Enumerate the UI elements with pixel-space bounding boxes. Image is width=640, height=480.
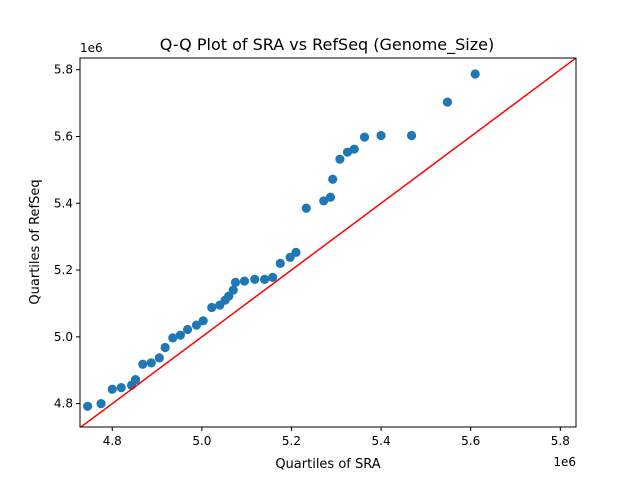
scatter-point-0 [83,401,93,411]
y-tick-label: 5.4 [54,196,73,210]
x-axis-ticks: 4.8 5.0 5.2 5.4 5.6 5.8 [103,427,570,448]
scatter-point-13 [191,320,202,330]
scatter-point-29 [319,196,329,206]
y-axis-offset-label: 1e6 [80,41,103,55]
x-tick-label: 4.8 [103,434,122,448]
x-tick-label: 5.4 [372,434,391,448]
scatter-point-32 [335,154,345,164]
scatter-point-5 [130,374,141,385]
scatter-point-15 [207,302,217,313]
scatter-point-24 [268,272,278,282]
scatter-point-22 [250,274,260,284]
x-axis-label: Quartiles of SRA [275,457,380,472]
y-tick-label: 4.8 [54,397,73,411]
y-tick-label: 5.8 [54,63,73,77]
plot-frame [79,57,577,428]
scatter-point-23 [259,274,270,284]
scatter-point-36 [376,130,386,141]
scatter-point-10 [168,333,178,343]
scatter-point-19 [228,285,238,295]
scatter-point-28 [301,203,311,213]
scatter-point-20 [230,277,241,288]
scatter-point-3 [116,382,126,393]
scatter-point-2 [107,384,117,394]
scatter-points [83,69,480,411]
chart-title: Q-Q Plot of SRA vs RefSeq (Genome_Size) [160,35,494,55]
scatter-point-11 [175,330,185,340]
x-tick-label: 5.6 [461,434,480,448]
scatter-point-27 [291,247,301,257]
scatter-point-30 [325,192,336,202]
scatter-point-8 [154,353,164,363]
scatter-point-12 [182,324,193,335]
scatter-point-25 [275,258,285,268]
scatter-point-38 [442,97,453,107]
x-tick-label: 5.2 [282,434,301,448]
y-tick-label: 5.0 [54,330,73,344]
y-tick-label: 5.2 [54,263,73,277]
scatter-point-31 [328,174,338,184]
y-axis-label: Quartiles of RefSeq [28,179,43,304]
x-tick-label: 5.0 [192,434,211,448]
scatter-point-39 [470,69,480,79]
scatter-point-6 [138,359,148,369]
reference-line [80,58,576,427]
x-tick-label: 5.8 [551,434,570,448]
scatter-point-14 [198,316,208,326]
scatter-point-37 [406,130,417,141]
y-tick-label: 5.6 [54,129,73,143]
scatter-point-7 [146,358,156,368]
x-axis-offset-label: 1e6 [553,455,576,469]
y-axis-ticks: 4.8 5.0 5.2 5.4 5.6 5.8 [54,63,80,411]
scatter-point-34 [349,144,359,154]
scatter-point-21 [239,276,250,286]
scatter-point-35 [359,132,370,142]
reference-line-layer [80,58,576,427]
scatter-point-9 [160,342,170,353]
scatter-point-1 [96,399,106,409]
